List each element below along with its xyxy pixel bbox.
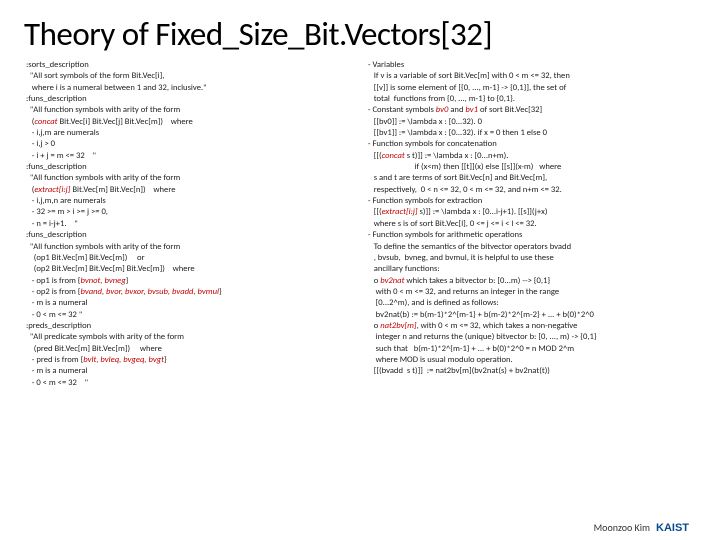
text-line: bv2nat(b) := b(m-1)*2^{m-1} + b(m-2)*2^{… [364, 310, 696, 321]
text-line: - i,j,m,n are numerals [24, 196, 356, 207]
text-line: "All function symbols with arity of the … [24, 242, 356, 253]
text-line: - pred is from {bvlt, bvleq, bvgeq, bvgt… [24, 355, 356, 366]
text-line: [0...2^m), and is defined as follows: [364, 298, 696, 309]
left-column: :sorts_description "All sort symbols of … [24, 60, 356, 389]
text-line: total functions from {0, ..., m-1} to {0… [364, 94, 696, 105]
text-line: - Function symbols for concatenation [364, 139, 696, 150]
text-line: s and t are terms of sort Bit.Vec[n] and… [364, 173, 696, 184]
content-columns: :sorts_description "All sort symbols of … [24, 60, 696, 389]
text-line: integer n and returns the (unique) bitve… [364, 332, 696, 343]
text-line: - i,j > 0 [24, 139, 356, 150]
keyword: nat2bv[m] [380, 321, 416, 331]
text-line: where i is a numeral between 1 and 32, i… [24, 83, 356, 94]
text-line: (concat Bit.Vec[i] Bit.Vec[j] Bit.Vec[m]… [24, 117, 356, 128]
text-line: - 32 >= m > i >= j >= 0, [24, 207, 356, 218]
text-line: - i,j,m are numerals [24, 128, 356, 139]
svg-text:KAIST: KAIST [656, 522, 689, 534]
text-line: "All predicate symbols with arity of the… [24, 332, 356, 343]
keyword: bvnot, bvneg [81, 276, 126, 286]
text-line: - Function symbols for arithmetic operat… [364, 230, 696, 241]
text-line: "All function symbols with arity of the … [24, 173, 356, 184]
text-line: - 0 < m <= 32 " [24, 310, 356, 321]
keyword: bv1 [465, 105, 478, 115]
text-line: respectively, 0 < n <= 32, 0 < m <= 32, … [364, 185, 696, 196]
text-line: [[(bvadd s t)]] := nat2bv[m](bv2nat(s) +… [364, 366, 696, 377]
kaist-logo-icon: KAIST [656, 520, 700, 534]
text-line: (pred Bit.Vec[m] Bit.Vec[m]) where [24, 344, 356, 355]
text-line: o bv2nat which takes a bitvector b: [0..… [364, 276, 696, 287]
text-line: where s is of sort Bit.Vec[l], 0 <= j <=… [364, 219, 696, 230]
text-line: (op1 Bit.Vec[m] Bit.Vec[m]) or [24, 253, 356, 264]
text-line: :sorts_description [24, 60, 356, 71]
text-line: (extract[i:j] Bit.Vec[m] Bit.Vec[n]) whe… [24, 185, 356, 196]
keyword: bv2nat [380, 276, 404, 286]
text-line: - Constant symbols bv0 and bv1 of sort B… [364, 105, 696, 116]
text-line: - m is a numeral [24, 366, 356, 377]
text-line: :funs_description [24, 230, 356, 241]
text-line: o nat2bv[m], with 0 < m <= 32, which tak… [364, 321, 696, 332]
slide: Theory of Fixed_Size_Bit.Vectors[32] :so… [0, 0, 720, 540]
keyword: bvand, bvor, bvxor, bvsub, bvadd, bvmul [81, 287, 219, 297]
text-line: - m is a numeral [24, 298, 356, 309]
text-line: To define the semantics of the bitvector… [364, 242, 696, 253]
text-line: - 0 < m <= 32 " [24, 378, 356, 389]
author-name: Moonzoo Kim [594, 521, 650, 534]
text-line: If v is a variable of sort Bit.Vec[m] wi… [364, 71, 696, 82]
slide-title: Theory of Fixed_Size_Bit.Vectors[32] [24, 14, 696, 54]
keyword: extract[i:j] [382, 207, 418, 217]
text-line: "All sort symbols of the form Bit.Vec[i]… [24, 71, 356, 82]
text-line: [[(concat s t)]] := \lambda x : [0...n+m… [364, 151, 696, 162]
footer: Moonzoo Kim KAIST [594, 520, 700, 534]
keyword: bvlt, bvleq, bvgeq, bvgt [83, 355, 164, 365]
text-line: :funs_description [24, 94, 356, 105]
text-line: - op1 is from {bvnot, bvneg} [24, 276, 356, 287]
text-line: [[v]] is some element of [{0, ..., m-1} … [364, 83, 696, 94]
text-line: :preds_description [24, 321, 356, 332]
text-line: such that b(m-1)*2^{m-1} + ... + b(0)*2^… [364, 344, 696, 355]
text-line: if (x<m) then [[t]](x) else [[s]](x-m) w… [364, 162, 696, 173]
text-line: - op2 is from {bvand, bvor, bvxor, bvsub… [24, 287, 356, 298]
keyword: bv0 [436, 105, 449, 115]
text-line: where MOD is usual modulo operation. [364, 355, 696, 366]
text-line: ancillary functions: [364, 264, 696, 275]
text-line: - Function symbols for extraction [364, 196, 696, 207]
text-line: (op2 Bit.Vec[m] Bit.Vec[m] Bit.Vec[m]) w… [24, 264, 356, 275]
text-line: - Variables [364, 60, 696, 71]
text-line: - i + j = m <= 32 " [24, 151, 356, 162]
keyword: extract[i:j] [34, 185, 70, 195]
text-line: - n = i-j+1. " [24, 219, 356, 230]
text-line: [[bv0]] := \lambda x : [0...32). 0 [364, 117, 696, 128]
text-line: with 0 < m <= 32, and returns an integer… [364, 287, 696, 298]
keyword: concat [382, 151, 405, 161]
text-line: , bvsub, bvneg, and bvmul, it is helpful… [364, 253, 696, 264]
right-column: - Variables If v is a variable of sort B… [364, 60, 696, 389]
text-line: [[(extract[i:j] s)]] := \lambda x : [0..… [364, 207, 696, 218]
text-line: "All function symbols with arity of the … [24, 105, 356, 116]
keyword: concat [34, 117, 57, 127]
text-line: :funs_description [24, 162, 356, 173]
text-line: [[bv1]] := \lambda x : [0...32). if x = … [364, 128, 696, 139]
